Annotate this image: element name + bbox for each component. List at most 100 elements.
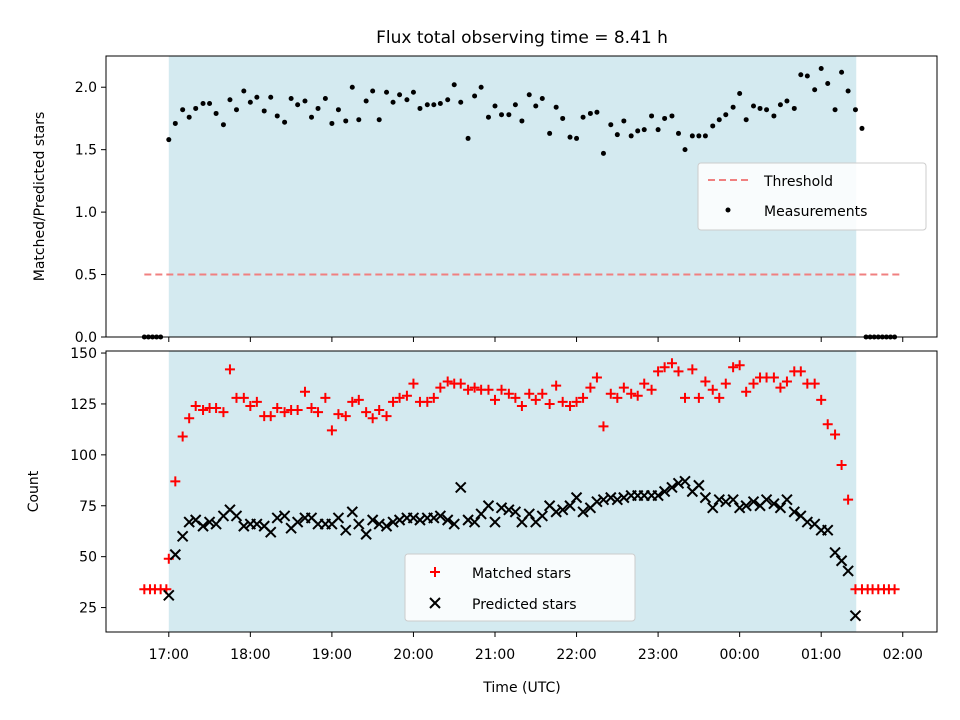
matched-star-point — [177, 431, 188, 442]
legend-predicted-label: Predicted stars — [472, 597, 577, 613]
measurement-point — [335, 107, 341, 113]
predicted-star-point — [747, 495, 760, 508]
matched-star-point — [524, 388, 535, 399]
matched-star-point — [843, 494, 854, 505]
predicted-star-point — [835, 555, 848, 567]
measurement-point — [859, 125, 865, 131]
matched-star-point — [741, 386, 752, 397]
predicted-star-point — [713, 493, 725, 506]
legend-measurements-swatch — [725, 207, 731, 213]
matched-star-point — [530, 394, 541, 405]
measurement-point — [580, 114, 586, 120]
measurement-point — [166, 137, 172, 143]
measurement-point — [757, 105, 763, 111]
matched-star-point — [748, 378, 759, 389]
measurement-point — [716, 117, 722, 123]
measurement-point — [512, 102, 518, 108]
measurement-point — [472, 93, 478, 99]
measurement-point — [343, 118, 349, 124]
matched-star-point — [646, 384, 657, 395]
matched-star-point — [251, 396, 262, 407]
measurement-point — [499, 112, 505, 118]
measurement-point — [547, 130, 553, 136]
legend-frame — [404, 553, 636, 622]
predicted-star-point — [672, 477, 685, 490]
y-tick-label: 25 — [79, 601, 97, 617]
predicted-star-point — [523, 508, 535, 520]
matched-star-point — [659, 362, 670, 373]
measurement-point — [288, 95, 294, 101]
matched-star-point — [618, 382, 629, 393]
matched-star-point — [666, 358, 677, 369]
measurement-point — [832, 107, 838, 113]
measurement-point — [560, 115, 566, 121]
measurement-point — [193, 105, 199, 111]
measurement-point — [621, 118, 627, 124]
measurement-point — [825, 80, 831, 86]
matched-star-point — [571, 396, 582, 407]
predicted-star-point — [183, 516, 195, 528]
measurement-point — [710, 123, 716, 129]
measurement-point — [689, 133, 695, 139]
matched-star-point — [626, 388, 637, 399]
matched-star-point — [578, 392, 589, 403]
measurement-point — [600, 150, 606, 156]
measurement-point — [764, 107, 770, 113]
matched-star-point — [218, 407, 229, 418]
predicted-star-point — [353, 518, 365, 530]
predicted-star-point — [387, 516, 399, 528]
predicted-star-point — [822, 524, 834, 536]
x-tick-label: 20:00 — [393, 647, 433, 663]
legend-predicted-swatch — [429, 597, 441, 609]
matched-star-point — [313, 407, 324, 418]
matched-star-point — [728, 362, 739, 373]
measurement-point — [376, 117, 382, 123]
measurement-point — [649, 113, 655, 119]
matched-star-point — [510, 392, 521, 403]
predicted-star-point — [699, 491, 712, 504]
x-axis-label: Time (UTC) — [482, 680, 560, 696]
matched-star-point — [489, 394, 500, 405]
count-legend: Matched stars Predicted stars — [404, 553, 636, 622]
measurement-point — [682, 147, 688, 153]
measurement-point — [268, 94, 274, 100]
y-tick-label: 125 — [70, 397, 97, 413]
measurement-point — [213, 110, 219, 116]
predicted-star-point — [462, 514, 474, 526]
measurement-point — [771, 113, 777, 119]
matched-star-point — [198, 405, 209, 416]
measurement-point — [356, 117, 362, 123]
matched-star-point — [299, 386, 310, 397]
matched-star-point — [381, 411, 392, 422]
matched-star-point — [483, 384, 494, 395]
predicted-star-point — [203, 516, 216, 528]
legend-frame — [697, 162, 927, 231]
measurement-point — [553, 104, 559, 110]
measurement-point — [349, 84, 355, 90]
predicted-star-point — [564, 500, 576, 512]
predicted-star-point — [468, 516, 481, 528]
predicted-star-point — [849, 610, 862, 622]
measurement-point — [295, 102, 301, 108]
predicted-star-point — [509, 506, 522, 518]
measurement-point — [485, 114, 491, 120]
measurement-point — [254, 94, 260, 100]
measurement-point — [329, 120, 335, 126]
y-tick-label: 75 — [79, 499, 97, 515]
predicted-star-point — [197, 520, 209, 532]
matched-star-point — [707, 384, 718, 395]
matched-star-point — [170, 476, 181, 487]
measurement-point — [186, 114, 192, 120]
x-tick-label: 00:00 — [719, 647, 759, 663]
measurement-point — [635, 128, 641, 134]
matched-star-point — [388, 396, 399, 407]
predicted-star-point — [658, 485, 671, 498]
predicted-star-point — [740, 500, 752, 512]
measurement-point — [370, 88, 376, 94]
axes-frame — [105, 55, 938, 338]
y-axis-label: Count — [26, 470, 42, 512]
predicted-star-point — [489, 516, 501, 528]
measurement-point — [384, 89, 390, 95]
matched-star-point — [496, 384, 507, 395]
count-panel: 25 50 75 100 125 150 17:00 18:00 19:00 20:00 21:00… — [26, 346, 938, 663]
